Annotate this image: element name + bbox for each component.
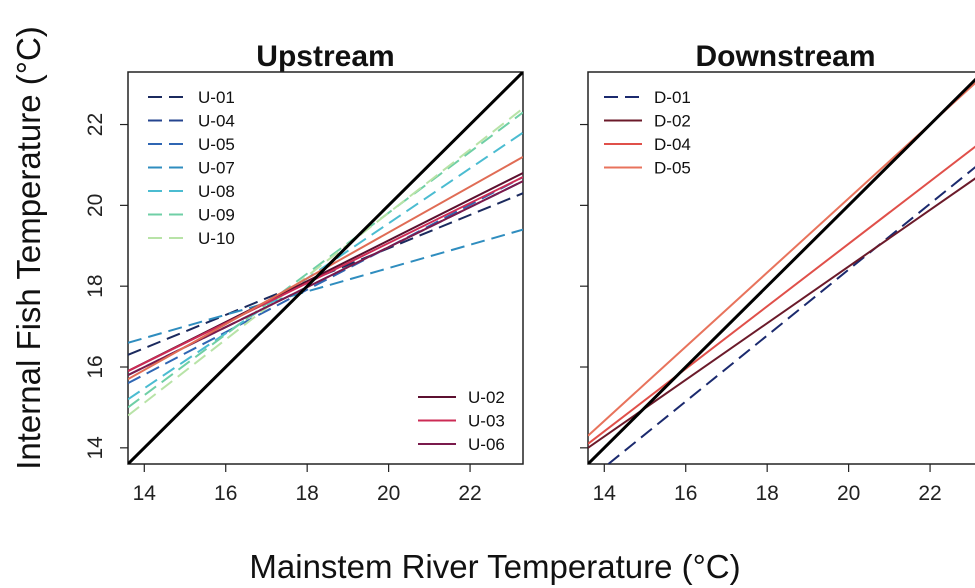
- legend-label: U-04: [198, 112, 235, 131]
- x-tick-label: 18: [755, 482, 778, 505]
- legend-top-left: D-01 D-02 D-04 D-05: [604, 88, 691, 178]
- series-line-u-05: [128, 176, 523, 385]
- y-tick-label: 20: [84, 194, 107, 217]
- plot-area: [588, 77, 975, 464]
- series-line-d-04: [588, 145, 975, 445]
- x-axis-title: Mainstem River Temperature (°C): [249, 548, 740, 585]
- one-to-one-line: [588, 77, 975, 464]
- x-tick-label: 20: [377, 482, 400, 505]
- legend-bottom-right: U-02 U-03 U-06: [418, 388, 505, 454]
- x-tick-label: 16: [214, 482, 237, 505]
- legend-label: U-07: [198, 159, 235, 178]
- series-line-d-01: [607, 166, 975, 464]
- panel-upstream: Upstream 14 16 18 20 22 14 16 18 20 22 U-01 U-04 U-05…: [84, 40, 524, 505]
- one-to-one-line: [128, 72, 523, 464]
- legend-top-left: U-01 U-04 U-05 U-07 U-08 U-09 U-10: [148, 88, 235, 248]
- legend-label: U-03: [468, 412, 505, 431]
- panel-title: Downstream: [695, 40, 875, 73]
- plot-area: [128, 72, 523, 464]
- legend-label: U-09: [198, 206, 235, 225]
- y-tick-label: 22: [84, 113, 107, 136]
- plot-frame: [587, 71, 975, 465]
- series-line-u-03: [128, 176, 523, 372]
- x-tick-label: 14: [593, 482, 617, 505]
- panels: Upstream 14 16 18 20 22 14 16 18 20 22 U-01 U-04 U-05…: [84, 40, 975, 505]
- legend-label: D-02: [654, 112, 691, 131]
- x-tick-label: 20: [837, 482, 860, 505]
- x-tick-label: 18: [295, 482, 318, 505]
- y-tick-label: 16: [84, 355, 107, 378]
- legend-label: U-01: [198, 88, 235, 107]
- legend-label: U-02: [468, 388, 505, 407]
- x-tick-label: 22: [458, 482, 481, 505]
- x-tick-label: 14: [133, 482, 157, 505]
- y-axis-title: Internal Fish Temperature (°C): [10, 26, 47, 470]
- legend-label: U-06: [468, 435, 505, 454]
- legend-label: U-08: [198, 182, 235, 201]
- y-tick-label: 14: [84, 436, 107, 460]
- legend-label: D-05: [654, 159, 691, 178]
- series-line-d-05: [588, 81, 975, 437]
- y-tick-label: 18: [84, 275, 107, 298]
- legend-label: U-05: [198, 135, 235, 154]
- x-tick-label: 22: [918, 482, 941, 505]
- panel-title: Upstream: [256, 40, 394, 73]
- series-line-u-09: [128, 111, 523, 409]
- legend-label: D-04: [654, 135, 691, 154]
- legend-label: U-10: [198, 229, 235, 248]
- panel-downstream: Downstream 14 16 18 20 22 D-01 D-02 D-04 D-05: [580, 40, 975, 505]
- plot-frame: [127, 71, 524, 465]
- x-tick-label: 16: [674, 482, 697, 505]
- series-line-u-07: [128, 228, 523, 344]
- series-line-u-10: [128, 107, 523, 417]
- legend-label: D-01: [654, 88, 691, 107]
- series-line-d-02: [588, 177, 975, 449]
